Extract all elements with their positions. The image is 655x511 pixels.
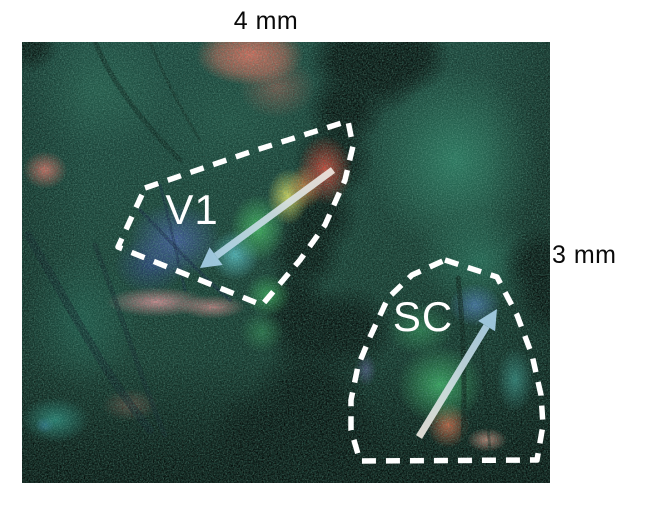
sc-outline [348,257,546,464]
v1-label: V1 [165,186,219,233]
sc-arrow [416,309,497,439]
sc-label: SC [392,293,454,340]
scale-label-top: 4 mm [233,7,299,35]
v1-arrow [200,167,336,268]
v1-outline [115,118,356,308]
annotation-overlay [22,42,550,483]
scale-label-right: 3 mm [552,241,617,269]
noise-texture-light [22,42,550,483]
brain-photo: V1 SC [22,42,550,483]
